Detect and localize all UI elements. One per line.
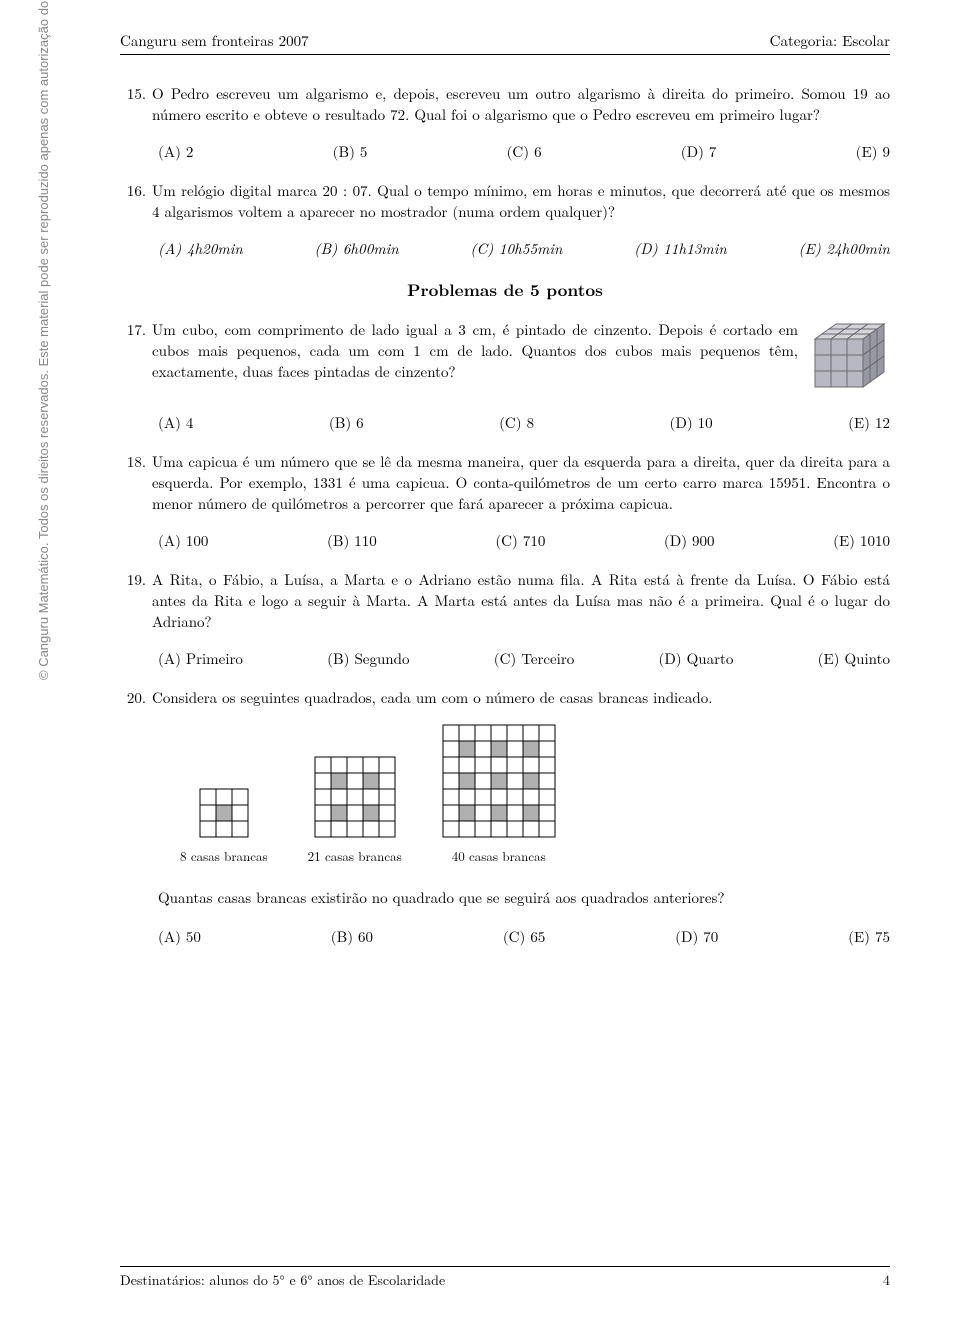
question-options: (A) 4h20min (B) 6h00min (C) 10h55min (D)… <box>120 238 890 259</box>
question-options: (A) Primeiro (B) Segundo (C) Terceiro (D… <box>120 648 890 669</box>
question-options: (A) 100 (B) 110 (C) 710 (D) 900 (E) 1010 <box>120 530 890 551</box>
option-d: (D) 7 <box>681 141 717 162</box>
square-fig-7: 40 casas brancas <box>442 724 556 865</box>
question-number: 16. <box>120 180 152 201</box>
question-followup: Quantas casas brancas existirão no quadr… <box>120 887 890 908</box>
option-c: (C) 8 <box>499 412 534 433</box>
option-c: (C) 710 <box>495 530 545 551</box>
footer-page-num: 4 <box>883 1271 890 1291</box>
option-d: (D) 11h13min <box>634 238 727 259</box>
question-18: 18. Uma capicua é um número que se lê da… <box>120 451 890 551</box>
question-number: 19. <box>120 569 152 590</box>
question-number: 20. <box>120 687 152 708</box>
copyright-sidebar: © Canguru Matemático. Todos os direitos … <box>35 0 53 680</box>
option-b: (B) 110 <box>327 530 377 551</box>
option-d: (D) 10 <box>670 412 713 433</box>
question-options: (A) 2 (B) 5 (C) 6 (D) 7 (E) 9 <box>120 141 890 162</box>
option-a: (A) 100 <box>158 530 208 551</box>
option-a: (A) Primeiro <box>158 648 243 669</box>
option-e: (E) 75 <box>848 926 890 947</box>
option-e: (E) 1010 <box>833 530 890 551</box>
square-caption: 21 casas brancas <box>308 847 402 865</box>
question-body: Um cubo, com comprimento de lado igual a… <box>152 319 798 382</box>
option-e: (E) 9 <box>856 141 890 162</box>
option-b: (B) Segundo <box>327 648 409 669</box>
question-body: O Pedro escreveu um algarismo e, depois,… <box>152 83 890 125</box>
question-19: 19. A Rita, o Fábio, a Luísa, a Marta e … <box>120 569 890 669</box>
option-c: (C) 6 <box>507 141 542 162</box>
question-body: A Rita, o Fábio, a Luísa, a Marta e o Ad… <box>152 569 890 632</box>
cube-figure <box>812 319 890 396</box>
option-e: (E) 12 <box>848 412 890 433</box>
square-caption: 8 casas brancas <box>180 847 268 865</box>
option-b: (B) 6h00min <box>315 238 399 259</box>
page-header: Canguru sem fronteiras 2007 Categoria: E… <box>120 30 890 55</box>
question-body: Um relógio digital marca 20 : 07. Qual o… <box>152 180 890 222</box>
section-title: Problemas de 5 pontos <box>120 279 890 303</box>
option-a: (A) 2 <box>158 141 193 162</box>
question-number: 15. <box>120 83 152 104</box>
square-caption: 40 casas brancas <box>442 847 556 865</box>
question-body: Uma capicua é um número que se lê da mes… <box>152 451 890 514</box>
option-d: (D) 70 <box>675 926 718 947</box>
question-20: 20. Considera os seguintes quadrados, ca… <box>120 687 890 947</box>
option-a: (A) 4h20min <box>158 238 243 259</box>
question-15: 15. O Pedro escreveu um algarismo e, dep… <box>120 83 890 162</box>
question-number: 18. <box>120 451 152 472</box>
option-b: (B) 60 <box>331 926 373 947</box>
question-number: 17. <box>120 319 152 340</box>
header-right: Categoria: Escolar <box>770 30 890 51</box>
squares-figure-row: 8 casas brancas 21 casas brancas 40 casa… <box>120 724 890 865</box>
page-footer: Destinatários: alunos do 5° e 6° anos de… <box>120 1266 890 1291</box>
option-c: (C) 10h55min <box>470 238 562 259</box>
option-a: (A) 4 <box>158 412 193 433</box>
header-left: Canguru sem fronteiras 2007 <box>120 30 309 51</box>
option-e: (E) 24h00min <box>799 238 890 259</box>
question-16: 16. Um relógio digital marca 20 : 07. Qu… <box>120 180 890 259</box>
option-a: (A) 50 <box>158 926 201 947</box>
option-b: (B) 5 <box>333 141 368 162</box>
option-b: (B) 6 <box>329 412 364 433</box>
option-e: (E) Quinto <box>818 648 890 669</box>
option-d: (D) Quarto <box>659 648 734 669</box>
question-17: 17. Um cubo, com comprimento de lado igu… <box>120 319 890 433</box>
question-options: (A) 50 (B) 60 (C) 65 (D) 70 (E) 75 <box>120 926 890 947</box>
footer-left: Destinatários: alunos do 5° e 6° anos de… <box>120 1271 445 1291</box>
option-c: (C) 65 <box>503 926 546 947</box>
option-c: (C) Terceiro <box>494 648 575 669</box>
question-options: (A) 4 (B) 6 (C) 8 (D) 10 (E) 12 <box>120 412 890 433</box>
square-fig-3: 8 casas brancas <box>180 788 268 865</box>
question-body: Considera os seguintes quadrados, cada u… <box>152 687 890 708</box>
option-d: (D) 900 <box>664 530 715 551</box>
square-fig-5: 21 casas brancas <box>308 756 402 865</box>
